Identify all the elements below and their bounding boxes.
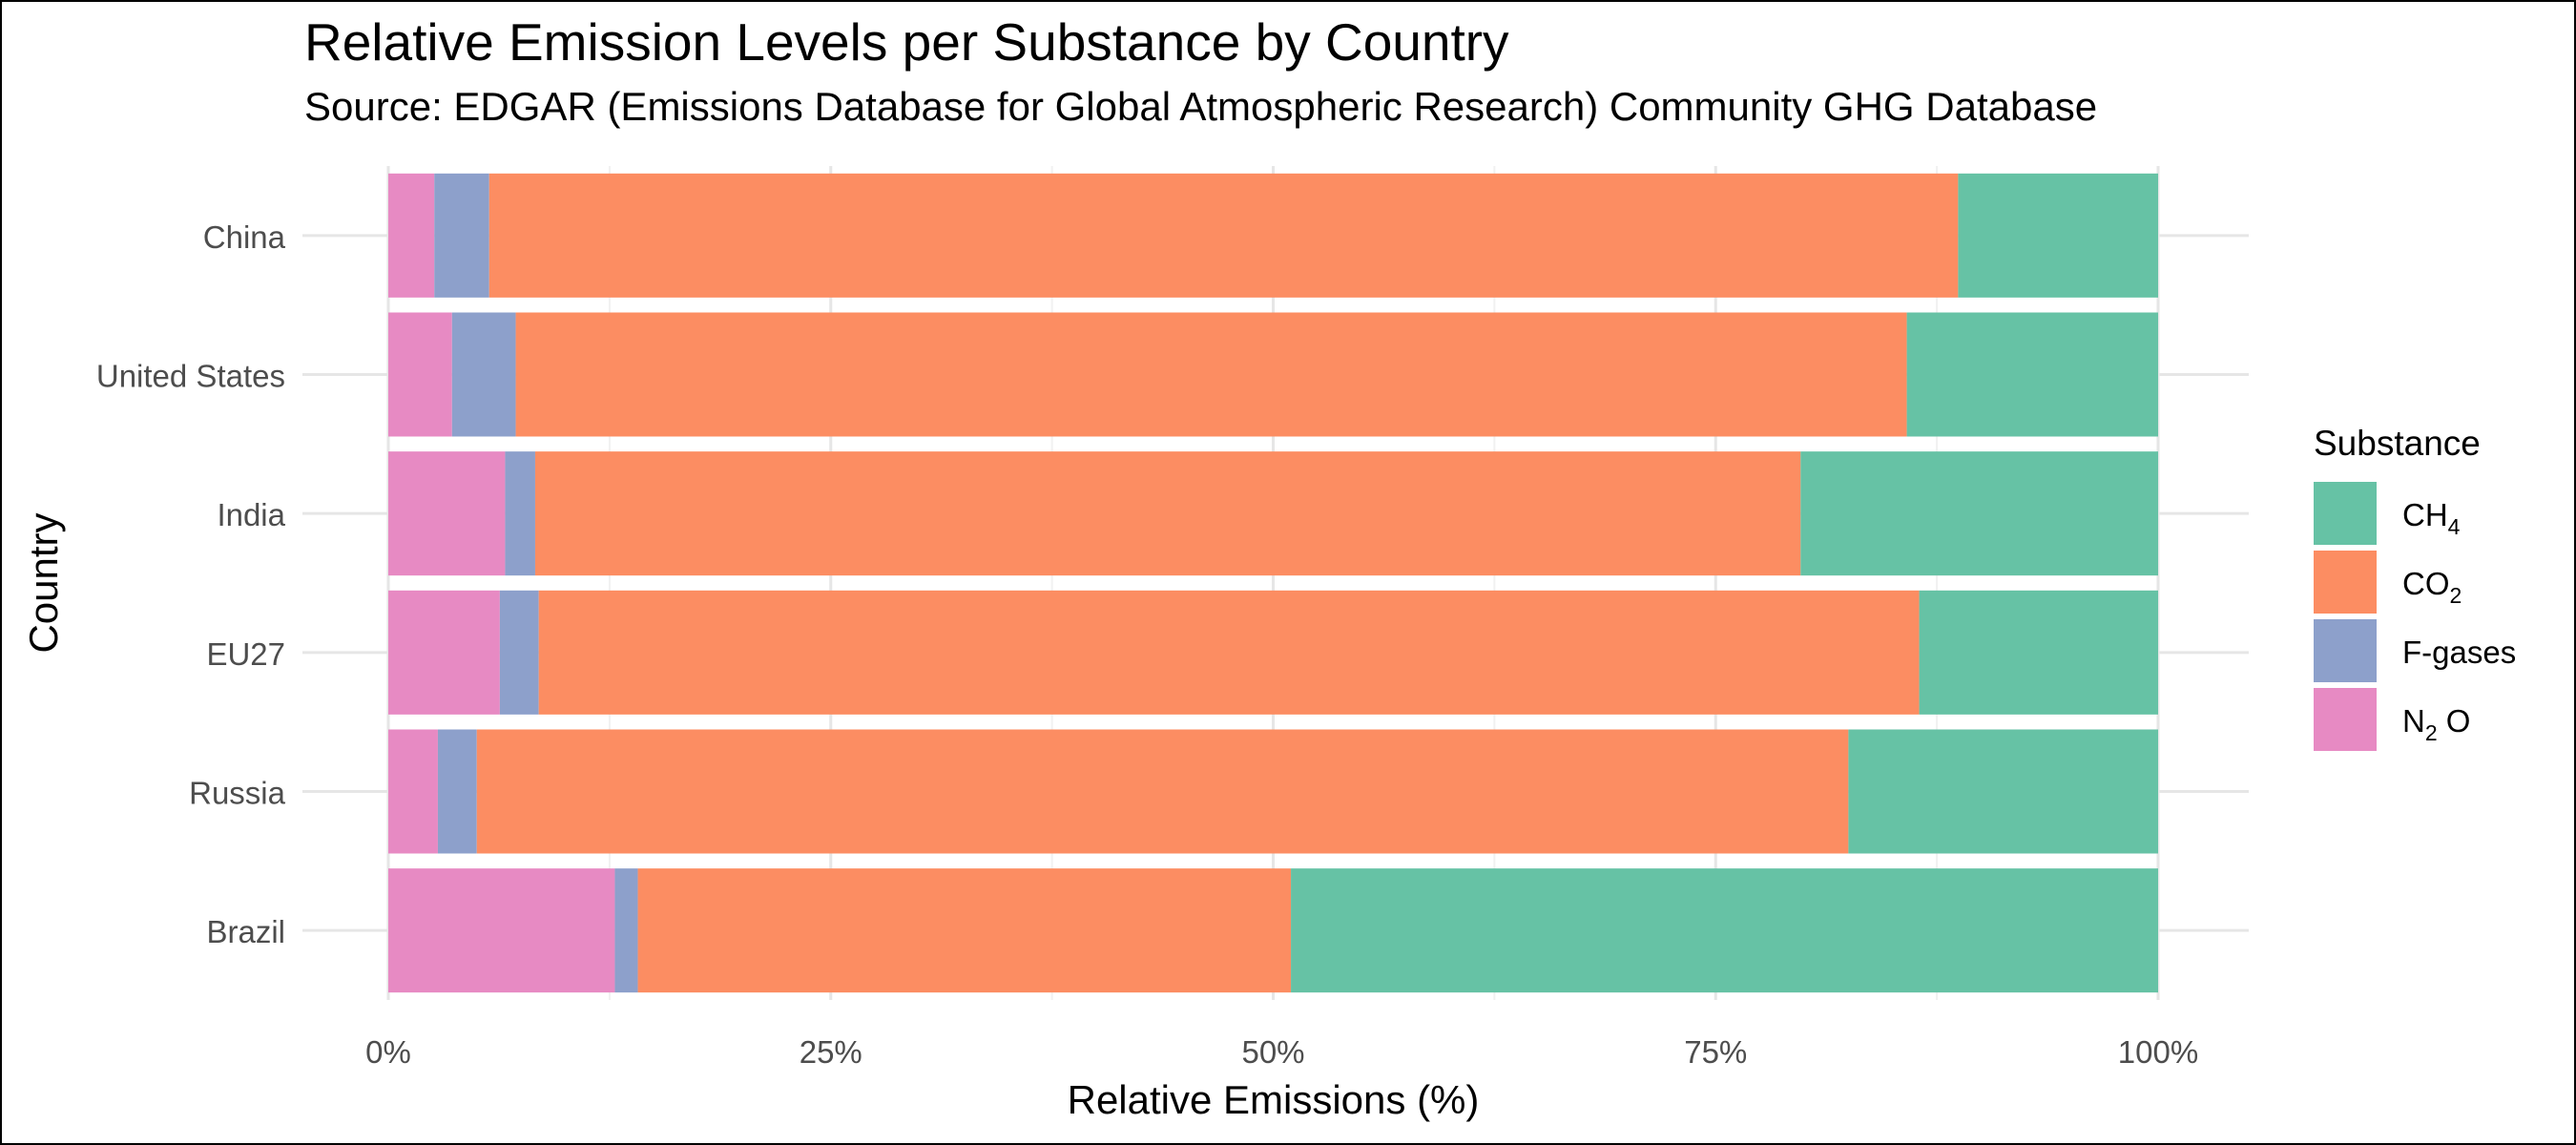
chart-title: Relative Emission Levels per Substance b… bbox=[304, 12, 1509, 72]
bar-russia-n2-o bbox=[388, 729, 438, 854]
legend-title: Substance bbox=[2314, 424, 2481, 463]
bar-russia-ch4 bbox=[1848, 729, 2158, 854]
bar-united-states-co2 bbox=[515, 312, 1907, 437]
bar-china-n2-o bbox=[388, 173, 435, 298]
y-axis-title: Country bbox=[21, 512, 66, 653]
legend-label: CH4 bbox=[2402, 497, 2461, 539]
legend-label: N2 O bbox=[2402, 703, 2470, 745]
y-tick-label: Russia bbox=[189, 776, 286, 811]
legend-key-n2-o bbox=[2314, 688, 2377, 751]
bar-india-ch4 bbox=[1800, 451, 2158, 576]
bar-russia-f-gases bbox=[437, 729, 477, 854]
bar-india-f-gases bbox=[505, 451, 535, 576]
bar-brazil-ch4 bbox=[1291, 868, 2158, 993]
y-tick-label: Brazil bbox=[206, 914, 285, 949]
x-tick-label: 75% bbox=[1684, 1034, 1747, 1070]
legend-key-co2 bbox=[2314, 551, 2377, 614]
legend-key-ch4 bbox=[2314, 482, 2377, 545]
legend-label: F-gases bbox=[2402, 635, 2516, 670]
x-tick-label: 50% bbox=[1241, 1034, 1304, 1070]
chart-subtitle: Source: EDGAR (Emissions Database for Gl… bbox=[304, 84, 2098, 129]
bar-india-n2-o bbox=[388, 451, 506, 576]
bar-eu27-ch4 bbox=[1919, 590, 2158, 715]
bar-russia-co2 bbox=[476, 729, 1849, 854]
bar-china-f-gases bbox=[434, 173, 489, 298]
bar-china-co2 bbox=[488, 173, 1959, 298]
x-tick-label: 0% bbox=[365, 1034, 411, 1070]
bar-brazil-f-gases bbox=[614, 868, 638, 993]
x-tick-label: 25% bbox=[800, 1034, 862, 1070]
y-tick-label: EU27 bbox=[206, 636, 285, 672]
bar-eu27-n2-o bbox=[388, 590, 500, 715]
bar-brazil-n2-o bbox=[388, 868, 615, 993]
legend-key-f-gases bbox=[2314, 619, 2377, 682]
bar-united-states-ch4 bbox=[1906, 312, 2158, 437]
bar-united-states-f-gases bbox=[451, 312, 516, 437]
bar-brazil-co2 bbox=[637, 868, 1292, 993]
legend-label: CO2 bbox=[2402, 566, 2462, 608]
x-tick-label: 100% bbox=[2118, 1034, 2198, 1070]
y-tick-label: United States bbox=[96, 359, 285, 394]
y-tick-label: China bbox=[203, 219, 286, 255]
y-tick-label: India bbox=[217, 497, 285, 532]
x-axis-title: Relative Emissions (%) bbox=[1068, 1077, 1480, 1122]
bar-united-states-n2-o bbox=[388, 312, 452, 437]
bar-china-ch4 bbox=[1958, 173, 2158, 298]
bar-india-co2 bbox=[534, 451, 1801, 576]
bar-eu27-f-gases bbox=[499, 590, 539, 715]
bar-eu27-co2 bbox=[538, 590, 1920, 715]
